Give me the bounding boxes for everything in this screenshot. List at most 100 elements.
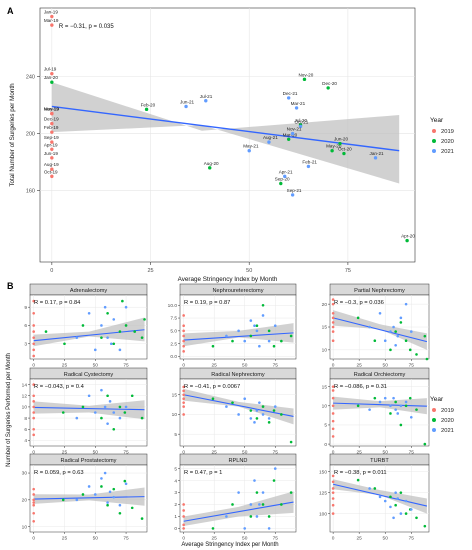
panel-a-point — [290, 131, 295, 136]
facet-point — [123, 411, 127, 414]
facet-x-tick-label: 75 — [409, 536, 415, 542]
panel-a-point — [302, 77, 307, 82]
facet-correlation-annotation: R = 0.47, p = 1 — [184, 470, 222, 476]
facet-point — [280, 413, 283, 416]
facet-point — [124, 324, 128, 327]
facet-point — [124, 405, 128, 409]
facet-point — [112, 342, 116, 346]
facet-point — [267, 515, 271, 518]
facet-point — [399, 404, 403, 408]
facet-correlation-annotation: R = −0.043, p = 0.4 — [34, 384, 85, 390]
panel-a-point — [50, 167, 54, 171]
facet-point — [100, 324, 103, 327]
facet-x-tick-label: 25 — [357, 363, 363, 369]
facet-point — [396, 497, 400, 500]
facet-point — [394, 343, 397, 347]
facet-x-tick-label: 50 — [383, 450, 389, 456]
panel-b-x-axis-title: Average Stringency Index per Month — [181, 542, 278, 548]
facet-point — [273, 405, 277, 408]
facet-y-tick-label: 10 — [22, 405, 28, 411]
panel-a-point — [326, 86, 330, 90]
facet-point — [258, 503, 261, 506]
panel-a-point-label: Oct-19 — [44, 169, 58, 174]
facet-point — [253, 479, 256, 482]
facet-point — [182, 339, 185, 343]
facet-point — [331, 330, 335, 333]
facet-point — [118, 348, 122, 352]
facet-point — [108, 490, 112, 494]
facet-point — [133, 330, 136, 333]
facet-point — [237, 491, 240, 494]
facet-point — [396, 334, 400, 338]
facet-title: RPLND — [229, 458, 248, 464]
facet-y-tick-label: 0.0 — [170, 354, 177, 360]
facet-point — [182, 344, 185, 348]
facet-point — [81, 493, 85, 496]
facet-point — [225, 405, 228, 408]
facet-point — [368, 408, 371, 411]
facet-y-tick-label: 3 — [24, 341, 27, 347]
facet-fit-line — [333, 402, 427, 407]
facet-point — [87, 394, 91, 398]
panel-a-point — [330, 148, 334, 153]
legend-title: Year — [430, 117, 444, 124]
panel-a-y-tick-label: 200 — [26, 132, 35, 138]
facet-confidence-band — [33, 400, 145, 420]
facet-point — [331, 298, 335, 301]
facet-x-tick-label: 0 — [32, 536, 35, 542]
facet-point — [93, 348, 97, 352]
facet-point — [32, 299, 35, 303]
facet-y-tick-label: 9 — [24, 305, 27, 311]
facet-point — [331, 412, 335, 415]
panel-a-point — [247, 148, 251, 153]
facet-y-tick-label: 8 — [24, 416, 27, 422]
facet-point — [32, 400, 35, 403]
panel-a-point-label: Aug-20 — [204, 161, 219, 166]
facet-point — [225, 334, 228, 338]
facet-title: Partial Nephrectomy — [354, 288, 405, 294]
facet-point — [383, 339, 387, 343]
facet-point — [32, 405, 35, 409]
facet-point — [211, 397, 215, 401]
panel-a-point — [306, 164, 311, 169]
facet-point — [124, 305, 128, 309]
facet-y-tick-label: 15 — [322, 384, 328, 390]
facet-point — [109, 342, 113, 346]
facet-point — [408, 396, 412, 400]
facet-point — [106, 336, 109, 339]
facet-point — [331, 404, 335, 408]
facet-point — [399, 491, 403, 494]
panel-a-point — [184, 104, 188, 109]
facet-x-tick-label: 75 — [273, 536, 279, 542]
facet-x-tick-label: 50 — [383, 363, 389, 369]
facet-point — [399, 321, 403, 324]
facet-point — [261, 303, 265, 307]
facet-panel: Radical Nephrectomy 5 10 15 0 25 50 75 R = −0.41… — [172, 367, 297, 456]
panel-a-point-label: Jun-19 — [44, 151, 58, 156]
facet-point — [124, 482, 128, 486]
facet-point — [63, 342, 66, 346]
panel-a-x-tick-label: 0 — [50, 268, 53, 274]
facet-point — [373, 487, 377, 490]
facet-point — [112, 495, 116, 499]
panel-a-point-label: Dec-21 — [283, 91, 298, 96]
facet-point — [182, 324, 185, 328]
facet-point — [231, 401, 234, 404]
facet-fit-line — [33, 329, 145, 342]
facet-point — [267, 527, 271, 530]
facet-point — [280, 503, 283, 506]
facet-point — [182, 389, 185, 393]
facet-y-tick-label: 15 — [322, 325, 328, 331]
facet-y-tick-label: 20 — [322, 302, 328, 308]
facet-point — [408, 348, 412, 352]
facet-point — [378, 311, 382, 315]
facet-y-tick-label: 4 — [174, 478, 177, 484]
facet-fit-line — [33, 406, 145, 411]
facet-point — [331, 503, 335, 507]
facet-point — [261, 405, 265, 408]
facet-point — [331, 427, 335, 431]
facet-y-tick-label: 2 — [174, 502, 177, 508]
facet-point — [399, 316, 403, 320]
facet-point — [106, 503, 109, 507]
